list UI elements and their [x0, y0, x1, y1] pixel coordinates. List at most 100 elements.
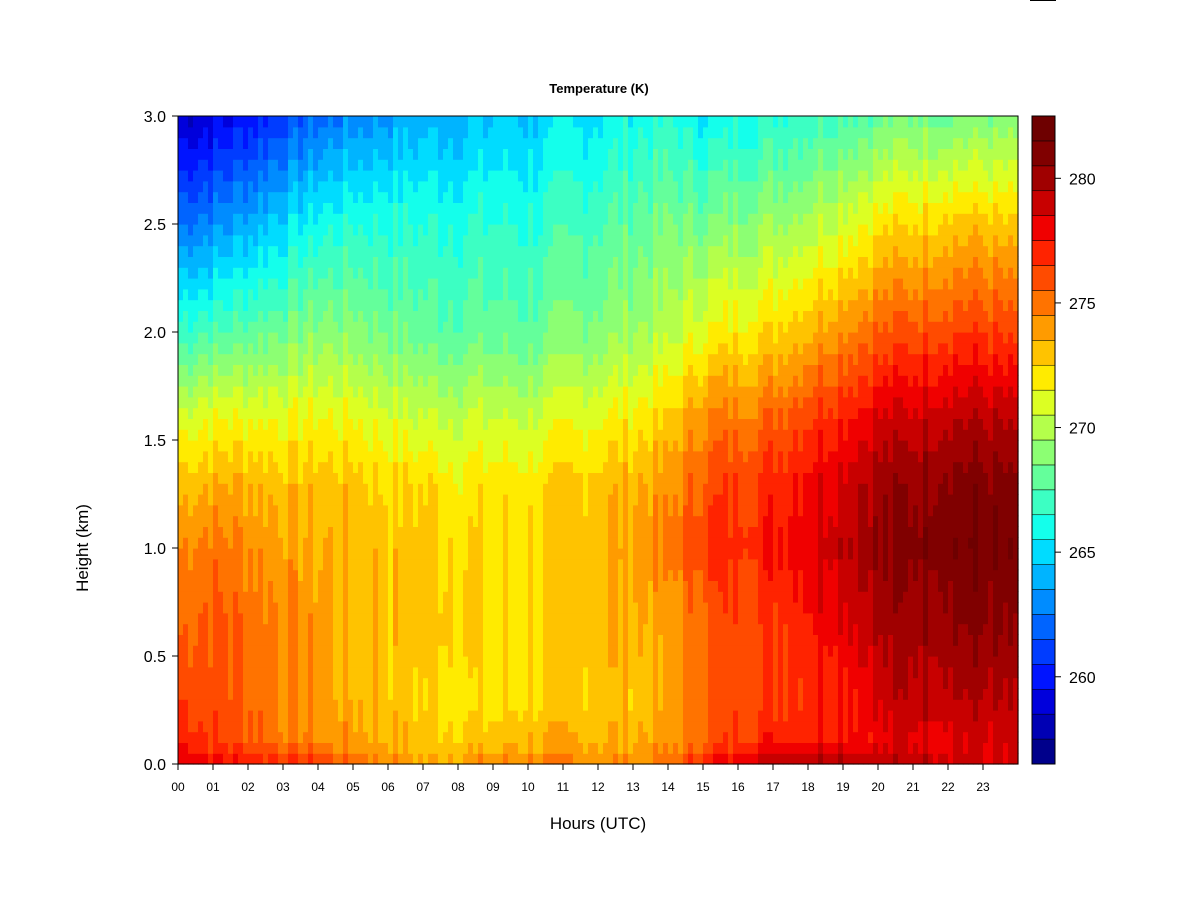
heatmap-cell [183, 710, 189, 722]
heatmap-cell [528, 656, 534, 668]
heatmap-cell [453, 267, 459, 279]
heatmap-cell [563, 720, 569, 733]
heatmap-cell [293, 580, 299, 592]
heatmap-cell [493, 299, 499, 311]
heatmap-cell [503, 170, 509, 182]
heatmap-cell [288, 461, 294, 473]
heatmap-cell [448, 548, 454, 560]
heatmap-cell [248, 278, 254, 290]
heatmap-cell [273, 202, 279, 214]
heatmap-cell [413, 558, 419, 571]
heatmap-cell [223, 591, 229, 603]
heatmap-cell [443, 720, 449, 733]
heatmap-cell [548, 202, 554, 214]
heatmap-cell [178, 288, 184, 301]
heatmap-cell [523, 612, 529, 625]
heatmap-cell [453, 569, 459, 581]
heatmap-cell [228, 656, 234, 668]
heatmap-cell [278, 472, 284, 484]
heatmap-cell [258, 234, 264, 247]
heatmap-cell [208, 310, 214, 322]
heatmap-cell [438, 396, 444, 409]
heatmap-cell [473, 688, 479, 700]
heatmap-cell [193, 656, 199, 668]
heatmap-cell [498, 364, 504, 376]
heatmap-cell [308, 537, 314, 549]
heatmap-cell [518, 645, 524, 657]
heatmap-cell [548, 710, 554, 722]
heatmap-cell [438, 569, 444, 581]
heatmap-cell [503, 288, 509, 301]
heatmap-cell [363, 418, 369, 430]
heatmap-cell [393, 191, 399, 203]
heatmap-cell [423, 245, 429, 257]
heatmap-cell [228, 569, 234, 581]
heatmap-cell [433, 213, 439, 225]
heatmap-cell [318, 310, 324, 322]
heatmap-cell [493, 504, 499, 517]
heatmap-cell [558, 234, 564, 247]
heatmap-cell [553, 213, 559, 225]
heatmap-cell [338, 256, 344, 268]
heatmap-cell [273, 342, 279, 355]
heatmap-cell [498, 202, 504, 214]
heatmap-cell [338, 548, 344, 560]
heatmap-cell [563, 569, 569, 581]
heatmap-cell [448, 699, 454, 711]
heatmap-cell [258, 602, 264, 614]
heatmap-cell [513, 429, 519, 441]
heatmap-cell [313, 267, 319, 279]
heatmap-cell [283, 213, 289, 225]
heatmap-cell [463, 720, 469, 733]
heatmap-cell [458, 472, 464, 484]
heatmap-cell [583, 634, 589, 646]
heatmap-cell [493, 353, 499, 365]
heatmap-cell [218, 731, 224, 743]
heatmap-cell [273, 731, 279, 743]
heatmap-cell [233, 116, 239, 128]
heatmap-cell [333, 483, 339, 495]
heatmap-cell [288, 321, 294, 333]
heatmap-cell [413, 137, 419, 149]
heatmap-cell [368, 148, 374, 160]
heatmap-cell [433, 364, 439, 376]
heatmap-cell [193, 731, 199, 743]
heatmap-cell [588, 278, 594, 290]
heatmap-cell [578, 548, 584, 560]
heatmap-cell [198, 278, 204, 290]
heatmap-cell [503, 483, 509, 495]
heatmap-cell [378, 612, 384, 625]
heatmap-cell [493, 634, 499, 646]
heatmap-cell [563, 396, 569, 409]
heatmap-cell [268, 580, 274, 592]
heatmap-cell [483, 137, 489, 149]
heatmap-cell [478, 645, 484, 657]
heatmap-cell [223, 137, 229, 149]
heatmap-cell [393, 720, 399, 733]
heatmap-cell [228, 245, 234, 257]
heatmap-cell [328, 710, 334, 722]
heatmap-cell [188, 375, 194, 387]
heatmap-cell [273, 472, 279, 484]
heatmap-cell [558, 461, 564, 473]
heatmap-cell [363, 634, 369, 646]
heatmap-cell [208, 396, 214, 409]
heatmap-cell [318, 364, 324, 376]
heatmap-cell [293, 710, 299, 722]
heatmap-cell [368, 461, 374, 473]
heatmap-cell [488, 742, 494, 754]
heatmap-cell [568, 429, 574, 441]
heatmap-cell [353, 396, 359, 409]
heatmap-cell [583, 461, 589, 473]
heatmap-cell [493, 137, 499, 149]
heatmap-cell [498, 332, 504, 344]
heatmap-cell [543, 558, 549, 571]
heatmap-cell [383, 537, 389, 549]
heatmap-cell [193, 375, 199, 387]
heatmap-cell [348, 364, 354, 376]
heatmap-cell [338, 753, 344, 765]
heatmap-cell [323, 418, 329, 430]
heatmap-cell [468, 234, 474, 247]
heatmap-cell [468, 440, 474, 452]
heatmap-cell [283, 548, 289, 560]
